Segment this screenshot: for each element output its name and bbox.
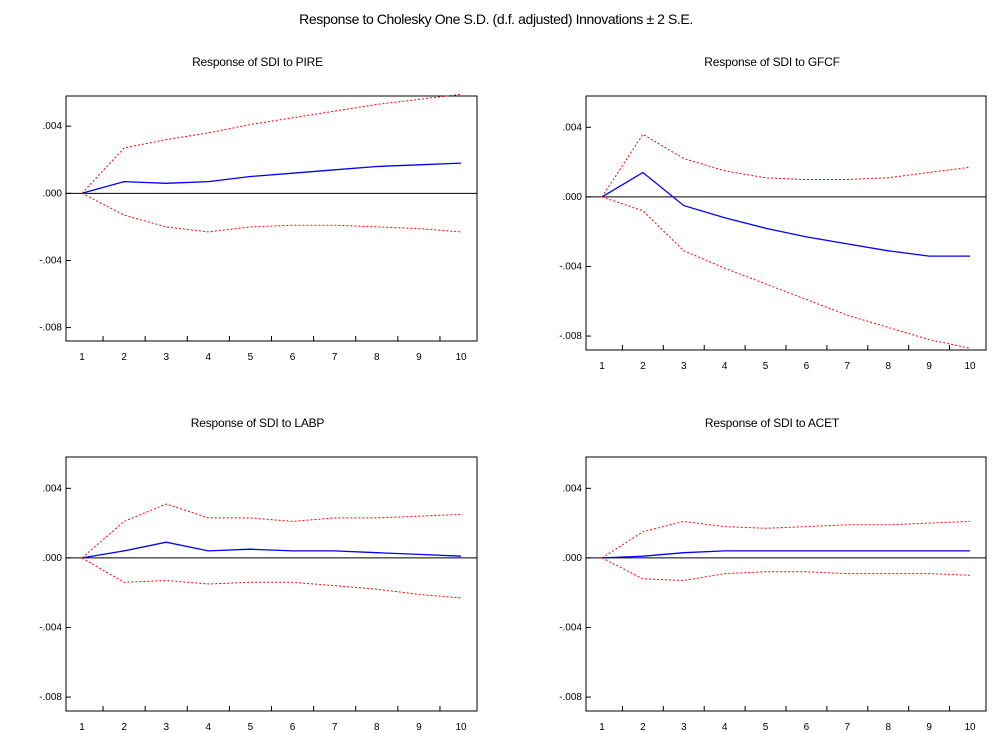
x-tick-label: 10	[964, 722, 976, 733]
y-tick-label: -.008	[39, 323, 62, 334]
x-tick-label: 1	[79, 722, 85, 733]
x-tick-label: 3	[681, 361, 687, 372]
plot-frame	[585, 456, 987, 712]
x-tick-label: 8	[374, 352, 380, 363]
plot-frame	[65, 95, 478, 342]
chart-panel: Response of SDI to ACET .004 .000 -.004 -.00…	[559, 416, 987, 733]
x-tick-label: 6	[804, 722, 810, 733]
x-tick-label: 4	[206, 722, 212, 733]
x-tick-label: 10	[964, 361, 976, 372]
y-tick-label: -.004	[39, 255, 62, 266]
x-tick-label: 3	[681, 722, 687, 733]
x-tick-label: 3	[163, 722, 169, 733]
x-tick-label: 1	[79, 352, 85, 363]
x-tick-label: 6	[804, 361, 810, 372]
x-tick-label: 7	[845, 361, 851, 372]
y-tick-label: .004	[563, 483, 583, 494]
y-tick-label: -.004	[559, 622, 582, 633]
x-tick-label: 5	[248, 722, 254, 733]
y-tick-label: -.008	[559, 692, 582, 703]
upper-band-line	[601, 133, 971, 198]
lower-band-line	[81, 557, 462, 599]
plot-frame	[65, 456, 478, 712]
x-tick-label: 8	[885, 361, 891, 372]
x-tick-label: 10	[455, 722, 467, 733]
x-tick-label: 7	[332, 352, 338, 363]
x-tick-label: 2	[640, 361, 646, 372]
x-tick-label: 1	[599, 361, 605, 372]
x-tick-label: 4	[722, 722, 728, 733]
lower-band-line	[81, 192, 462, 233]
x-tick-label: 6	[290, 722, 296, 733]
x-tick-label: 4	[206, 352, 212, 363]
y-tick-label: -.008	[39, 692, 62, 703]
response-line	[81, 541, 462, 559]
x-tick-label: 9	[926, 361, 932, 372]
x-tick-label: 9	[416, 352, 422, 363]
x-tick-label: 5	[763, 361, 769, 372]
upper-band-line	[81, 503, 462, 559]
x-tick-label: 4	[722, 361, 728, 372]
x-tick-label: 2	[640, 722, 646, 733]
y-tick-label: -.008	[559, 331, 582, 342]
x-tick-label: 10	[455, 352, 467, 363]
y-tick-label: .000	[43, 553, 63, 564]
y-tick-label: .004	[43, 121, 63, 132]
figure-title: Response to Cholesky One S.D. (d.f. adju…	[299, 11, 693, 27]
panel-title: Response of SDI to LABP	[191, 416, 325, 430]
y-tick-label: -.004	[39, 622, 62, 633]
panel-title: Response of SDI to ACET	[705, 416, 840, 430]
chart-panel: Response of SDI to GFCF .004 .000 -.004 -.00…	[559, 55, 987, 372]
y-tick-label: .000	[563, 192, 583, 203]
x-tick-label: 7	[332, 722, 338, 733]
chart-panel: Response of SDI to LABP .004 .000 -.004 -.00…	[39, 416, 478, 733]
upper-band-line	[81, 93, 462, 194]
panel-title: Response of SDI to PIRE	[192, 55, 323, 69]
x-tick-label: 8	[885, 722, 891, 733]
lower-band-line	[601, 557, 971, 582]
response-line	[81, 162, 462, 194]
upper-band-line	[601, 520, 971, 559]
x-tick-label: 6	[290, 352, 296, 363]
response-line	[601, 171, 970, 257]
x-tick-label: 8	[374, 722, 380, 733]
y-tick-label: .000	[563, 553, 583, 564]
y-tick-label: .004	[563, 122, 583, 133]
x-tick-label: 1	[599, 722, 605, 733]
chart-panel: Response of SDI to PIRE .004 .000 -.004 -.00…	[39, 55, 478, 363]
chart-panels: Response of SDI to PIRE .004 .000 -.004 -.00…	[39, 55, 987, 733]
x-tick-label: 2	[121, 722, 127, 733]
y-tick-label: .000	[43, 188, 63, 199]
y-tick-label: -.004	[559, 261, 582, 272]
x-tick-label: 3	[163, 352, 169, 363]
x-tick-label: 2	[121, 352, 127, 363]
panel-title: Response of SDI to GFCF	[704, 55, 839, 69]
response-line	[601, 550, 970, 559]
x-tick-label: 9	[416, 722, 422, 733]
y-tick-label: .004	[43, 483, 63, 494]
plot-frame	[585, 95, 987, 351]
lower-band-line	[601, 196, 971, 349]
x-tick-label: 5	[763, 722, 769, 733]
x-tick-label: 7	[845, 722, 851, 733]
x-tick-label: 5	[248, 352, 254, 363]
x-tick-label: 9	[926, 722, 932, 733]
